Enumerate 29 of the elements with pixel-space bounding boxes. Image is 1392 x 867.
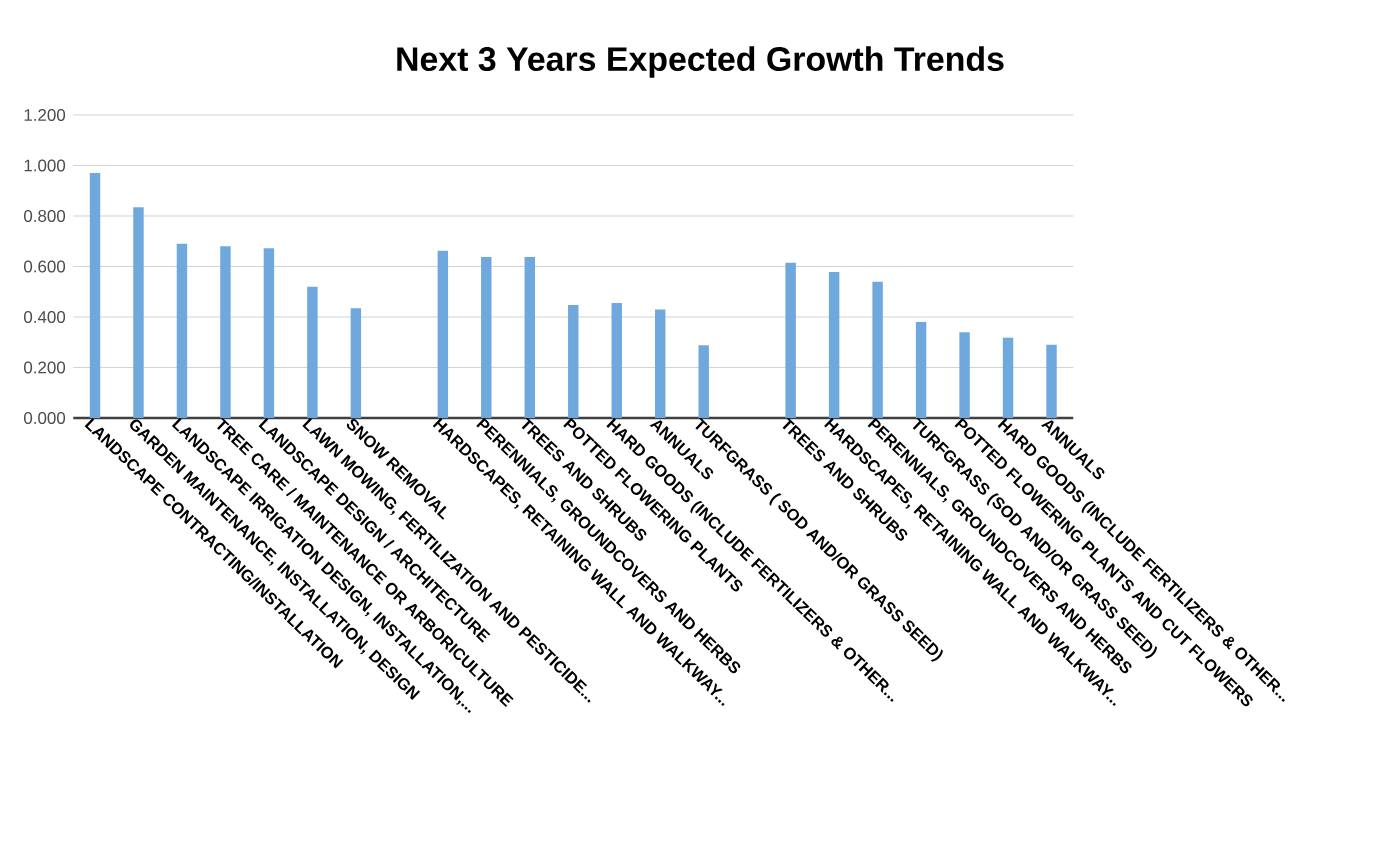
bar — [1046, 344, 1057, 418]
bar — [133, 207, 144, 418]
bar — [872, 281, 883, 418]
bar — [959, 332, 970, 418]
bar — [655, 309, 666, 418]
bar — [220, 246, 231, 418]
y-tick-label: 0.800 — [24, 209, 66, 222]
bar — [611, 303, 622, 418]
bar — [785, 262, 796, 418]
y-tick-label: 0.200 — [24, 361, 66, 374]
y-tick-label: 0.600 — [24, 260, 66, 273]
bar — [263, 248, 275, 418]
bar — [524, 256, 535, 418]
bar — [481, 256, 492, 418]
y-tick-label: 1.200 — [24, 108, 66, 121]
bar — [698, 345, 709, 418]
bar — [828, 272, 840, 418]
bar — [568, 305, 579, 418]
bar — [915, 322, 927, 418]
bar — [307, 286, 318, 418]
y-tick-label: 1.000 — [24, 159, 66, 172]
bar — [176, 243, 188, 418]
bar — [350, 308, 362, 418]
y-tick-label: 0.400 — [24, 310, 66, 323]
y-tick-label: 0.000 — [24, 411, 66, 424]
bar — [89, 173, 101, 418]
chart-title: Next 3 Years Expected Growth Trends — [397, 46, 1004, 78]
bar — [1002, 337, 1014, 418]
bar — [437, 250, 449, 418]
